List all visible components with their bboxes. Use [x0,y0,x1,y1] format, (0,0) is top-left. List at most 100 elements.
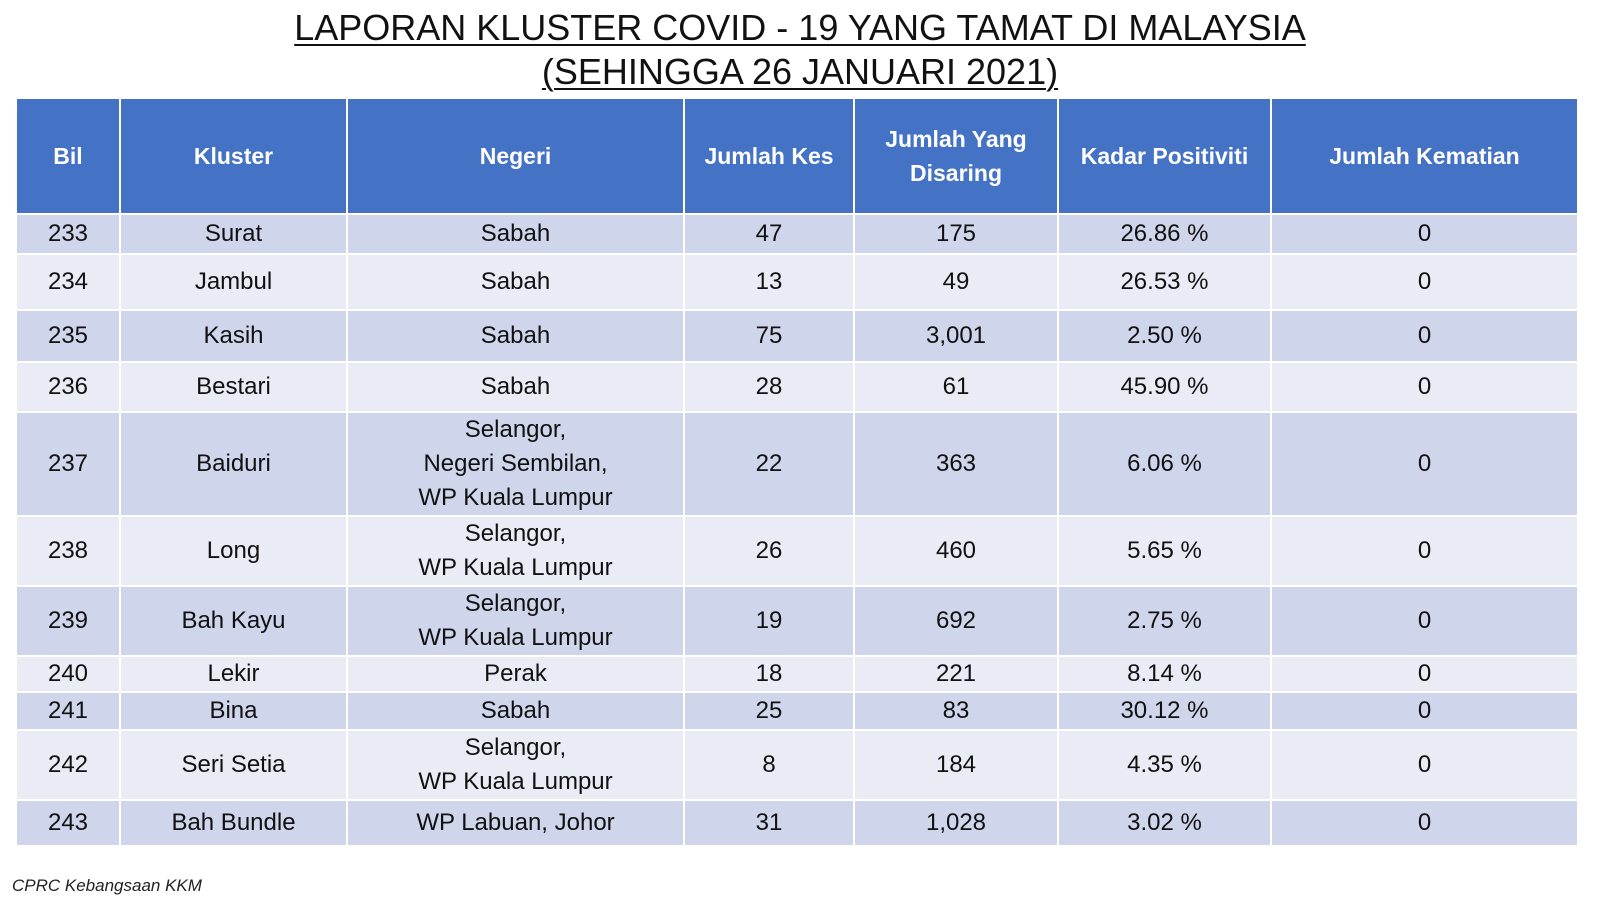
cell-kadar-positiviti: 4.35 % [1057,729,1272,801]
cell-jumlah-kes: 47 [683,213,855,255]
cell-kluster: Lekir [119,655,348,693]
table-header-row: Bil Kluster Negeri Jumlah Kes Jumlah Yan… [15,97,1579,215]
cell-jumlah-disaring: 460 [853,515,1059,587]
negeri-line: Sabah [480,373,551,400]
cell-jumlah-disaring: 83 [853,691,1059,731]
cell-jumlah-disaring: 221 [853,655,1059,693]
cell-negeri: Selangor, Negeri Sembilan, WP Kuala Lumpur [346,411,685,517]
cell-jumlah-kes: 25 [683,691,855,731]
cell-kadar-positiviti: 5.65 % [1057,515,1272,587]
cell-kadar-positiviti: 30.12 % [1057,691,1272,731]
cell-kluster: Long [119,515,348,587]
header-kadar-positiviti: Kadar Positiviti [1057,97,1272,215]
cell-bil: 240 [15,655,121,693]
cell-kluster: Baiduri [119,411,348,517]
cell-jumlah-kes: 31 [683,799,855,847]
cell-kluster: Kasih [119,309,348,363]
negeri-line: Negeri Sembilan, [423,450,608,477]
cell-jumlah-disaring: 3,001 [853,309,1059,363]
table-row: 238 Long Selangor, WP Kuala Lumpur 26 460 5.65… [15,515,1579,587]
cell-kadar-positiviti: 3.02 % [1057,799,1272,847]
cell-negeri: Selangor, WP Kuala Lumpur [346,515,685,587]
table-row: 239 Bah Kayu Selangor, WP Kuala Lumpur 19 692… [15,585,1579,657]
cell-bil: 234 [15,253,121,311]
cell-bil: 243 [15,799,121,847]
cell-jumlah-disaring: 61 [853,361,1059,413]
header-jumlah-kes: Jumlah Kes [683,97,855,215]
cell-bil: 239 [15,585,121,657]
cell-bil: 233 [15,213,121,255]
cell-kadar-positiviti: 2.75 % [1057,585,1272,657]
cell-jumlah-disaring: 49 [853,253,1059,311]
negeri-line: Selangor, [464,416,567,443]
cell-kadar-positiviti: 45.90 % [1057,361,1272,413]
cell-negeri: Sabah [346,691,685,731]
negeri-line: Selangor, [464,734,567,761]
negeri-line: Sabah [480,322,551,349]
cell-jumlah-kematian: 0 [1270,309,1579,363]
negeri-line: WP Kuala Lumpur [418,768,613,795]
cell-negeri: WP Labuan, Johor [346,799,685,847]
cell-jumlah-kematian: 0 [1270,253,1579,311]
cell-jumlah-kematian: 0 [1270,411,1579,517]
cell-jumlah-kematian: 0 [1270,691,1579,731]
table-row: 237 Baiduri Selangor, Negeri Sembilan, WP Ku… [15,411,1579,517]
table-row: 233 Surat Sabah 47 175 26.86 % 0 [15,213,1579,255]
cell-kadar-positiviti: 6.06 % [1057,411,1272,517]
negeri-line: Selangor, [464,590,567,617]
cell-bil: 238 [15,515,121,587]
header-kluster: Kluster [119,97,348,215]
cell-jumlah-disaring: 175 [853,213,1059,255]
cell-kluster: Bah Kayu [119,585,348,657]
title-line-1: LAPORAN KLUSTER COVID - 19 YANG TAMAT DI… [294,7,1306,48]
source-footer: CPRC Kebangsaan KKM [12,876,202,895]
cell-kluster: Surat [119,213,348,255]
negeri-line: Sabah [480,268,551,295]
cell-negeri: Sabah [346,361,685,413]
negeri-line: Sabah [480,220,551,247]
table-row: 235 Kasih Sabah 75 3,001 2.50 % 0 [15,309,1579,363]
cell-jumlah-kematian: 0 [1270,655,1579,693]
cell-negeri: Selangor, WP Kuala Lumpur [346,585,685,657]
cell-jumlah-kes: 22 [683,411,855,517]
cell-jumlah-kes: 75 [683,309,855,363]
negeri-line: Perak [484,660,547,687]
negeri-line: WP Kuala Lumpur [418,624,613,651]
table-row: 236 Bestari Sabah 28 61 45.90 % 0 [15,361,1579,413]
title-line-2: (SEHINGGA 26 JANUARI 2021) [541,51,1059,92]
cell-negeri: Perak [346,655,685,693]
cell-jumlah-kematian: 0 [1270,585,1579,657]
negeri-line: WP Kuala Lumpur [418,484,613,511]
cell-jumlah-kematian: 0 [1270,361,1579,413]
cell-bil: 241 [15,691,121,731]
cell-kluster: Bah Bundle [119,799,348,847]
cell-kadar-positiviti: 2.50 % [1057,309,1272,363]
negeri-line: Selangor, [464,520,567,547]
table-row: 241 Bina Sabah 25 83 30.12 % 0 [15,691,1579,731]
cell-bil: 237 [15,411,121,517]
report-title: LAPORAN KLUSTER COVID - 19 YANG TAMAT DI… [0,6,1600,94]
cell-kluster: Bestari [119,361,348,413]
cell-jumlah-disaring: 1,028 [853,799,1059,847]
cell-negeri: Sabah [346,213,685,255]
cell-kadar-positiviti: 8.14 % [1057,655,1272,693]
negeri-line: Sabah [480,697,551,724]
cell-kluster: Seri Setia [119,729,348,801]
cell-jumlah-kes: 28 [683,361,855,413]
table-row: 242 Seri Setia Selangor, WP Kuala Lumpur 8 18… [15,729,1579,801]
cell-jumlah-kematian: 0 [1270,515,1579,587]
cell-kadar-positiviti: 26.86 % [1057,213,1272,255]
table-row: 243 Bah Bundle WP Labuan, Johor 31 1,028 3.02… [15,799,1579,847]
cell-jumlah-disaring: 692 [853,585,1059,657]
header-negeri: Negeri [346,97,685,215]
cell-bil: 236 [15,361,121,413]
cell-kadar-positiviti: 26.53 % [1057,253,1272,311]
table-row: 240 Lekir Perak 18 221 8.14 % 0 [15,655,1579,693]
cell-jumlah-disaring: 363 [853,411,1059,517]
cell-negeri: Selangor, WP Kuala Lumpur [346,729,685,801]
negeri-line: WP Kuala Lumpur [418,554,613,581]
cell-bil: 242 [15,729,121,801]
cluster-table: Bil Kluster Negeri Jumlah Kes Jumlah Yan… [15,97,1579,847]
header-jumlah-kematian: Jumlah Kematian [1270,97,1579,215]
table-row: 234 Jambul Sabah 13 49 26.53 % 0 [15,253,1579,311]
